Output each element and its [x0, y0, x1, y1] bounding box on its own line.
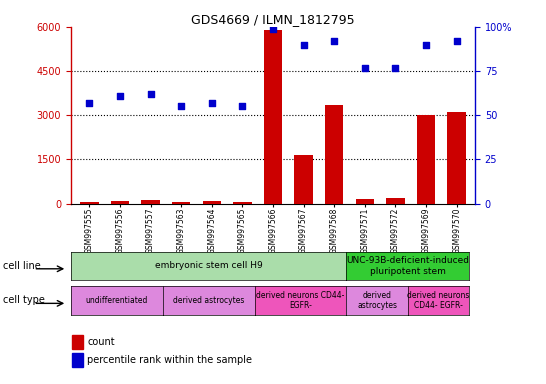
Bar: [386, 198, 405, 204]
Point: [116, 93, 124, 99]
Bar: [111, 201, 129, 204]
Bar: [325, 105, 343, 204]
Point: [177, 103, 186, 109]
Text: percentile rank within the sample: percentile rank within the sample: [87, 355, 252, 365]
Bar: [417, 115, 435, 204]
Bar: [294, 155, 313, 204]
Point: [207, 100, 216, 106]
Text: count: count: [87, 337, 115, 347]
Text: embryonic stem cell H9: embryonic stem cell H9: [155, 262, 263, 270]
Title: GDS4669 / ILMN_1812795: GDS4669 / ILMN_1812795: [191, 13, 355, 26]
Bar: [355, 199, 374, 204]
Point: [238, 103, 247, 109]
Bar: [233, 202, 252, 204]
Point: [452, 38, 461, 44]
Bar: [172, 202, 191, 204]
Text: derived
astrocytes: derived astrocytes: [357, 291, 397, 310]
Bar: [203, 202, 221, 204]
Text: derived neurons
CD44- EGFR-: derived neurons CD44- EGFR-: [407, 291, 470, 310]
Point: [299, 41, 308, 48]
Bar: [80, 202, 98, 204]
Bar: [264, 30, 282, 204]
Bar: [141, 200, 160, 204]
Text: derived neurons CD44-
EGFR-: derived neurons CD44- EGFR-: [257, 291, 345, 310]
Point: [391, 65, 400, 71]
Text: UNC-93B-deficient-induced
pluripotent stem: UNC-93B-deficient-induced pluripotent st…: [346, 256, 469, 276]
Bar: [72, 335, 83, 349]
Text: undifferentiated: undifferentiated: [86, 296, 148, 305]
Point: [269, 26, 277, 32]
Point: [146, 91, 155, 97]
Bar: [448, 112, 466, 204]
Point: [360, 65, 369, 71]
Point: [85, 100, 94, 106]
Bar: [72, 353, 83, 367]
Text: derived astrocytes: derived astrocytes: [173, 296, 245, 305]
Point: [330, 38, 339, 44]
Text: cell type: cell type: [3, 295, 45, 306]
Text: cell line: cell line: [3, 261, 40, 271]
Point: [422, 41, 430, 48]
